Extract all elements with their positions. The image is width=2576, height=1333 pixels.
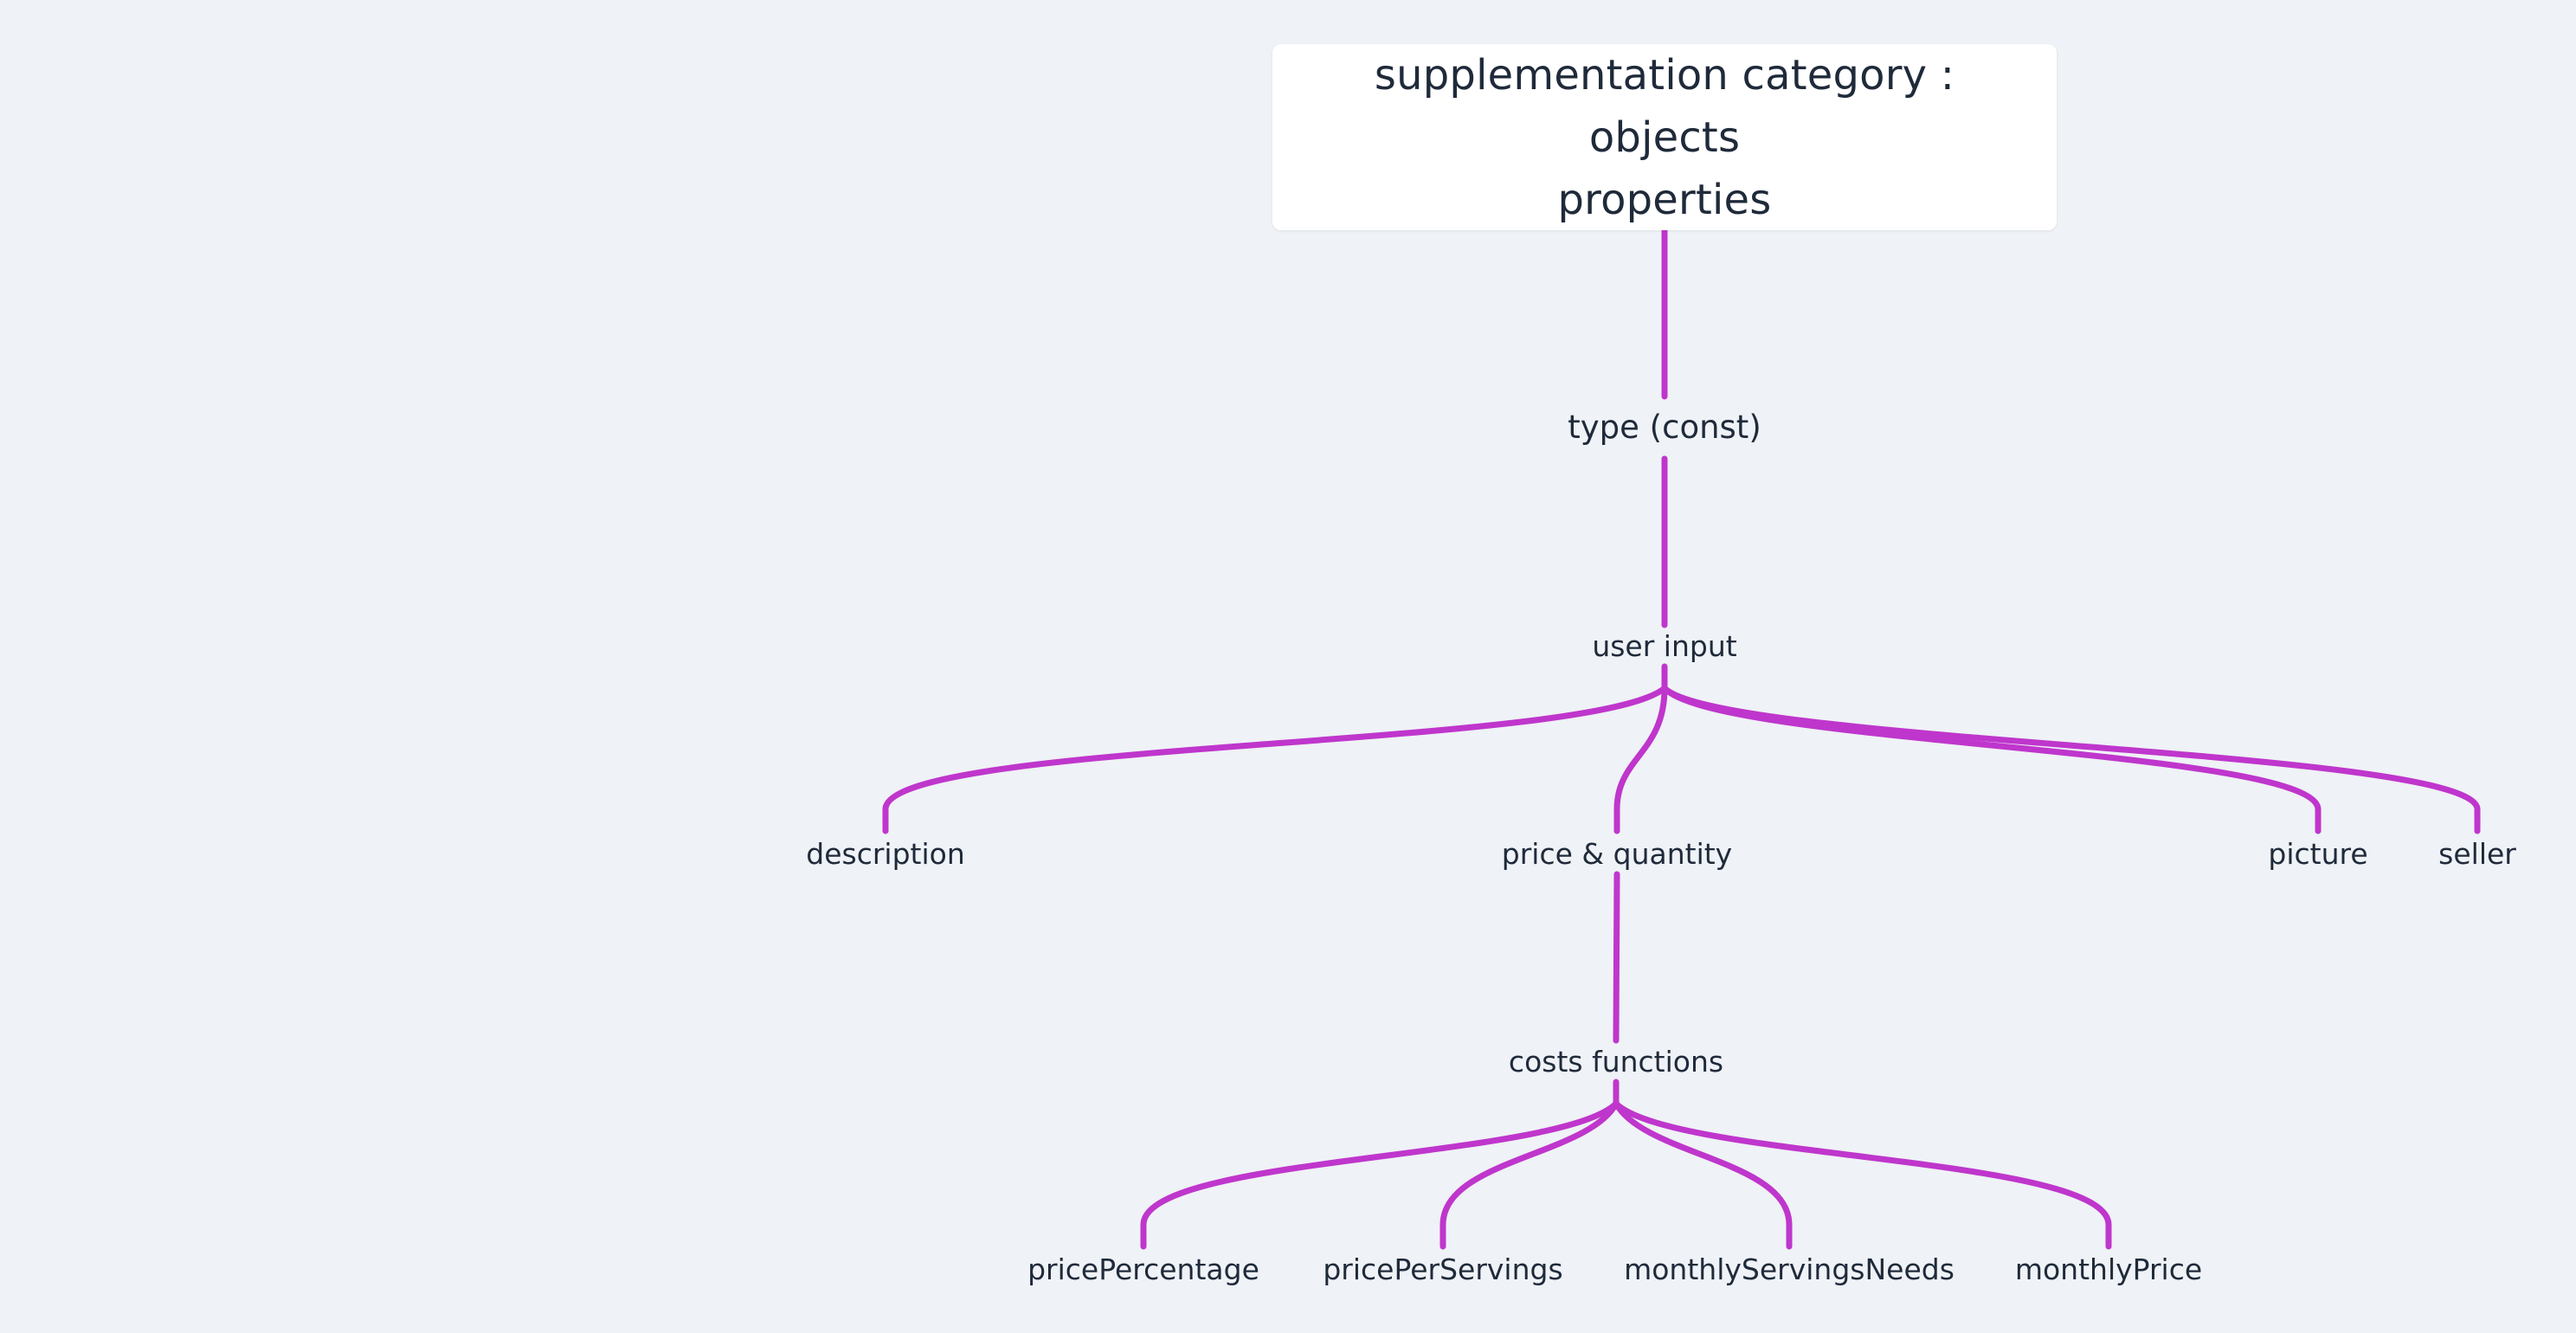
edge-costs-to-price-per-servings xyxy=(1439,1100,1620,1250)
node-picture[interactable]: picture xyxy=(2268,837,2368,871)
edge-costs-to-price-percentage xyxy=(1140,1100,1620,1250)
edge-user-input-to-description xyxy=(882,685,1668,834)
node-type-const[interactable]: type (const) xyxy=(1568,409,1761,446)
node-monthly-servings-needs[interactable]: monthlyServingsNeeds xyxy=(1624,1253,1955,1286)
node-monthly-price[interactable]: monthlyPrice xyxy=(2014,1253,2203,1286)
root-node[interactable]: supplementation category : objects prope… xyxy=(1272,44,2057,230)
node-user-input[interactable]: user input xyxy=(1592,629,1737,663)
root-label-line-2: properties xyxy=(1557,175,1772,224)
node-price-per-servings[interactable]: pricePerServings xyxy=(1323,1253,1563,1286)
edge-user-input-to-seller xyxy=(1661,685,2481,834)
root-label-line-1: supplementation category : objects xyxy=(1374,50,1955,162)
node-costs-functions[interactable]: costs functions xyxy=(1508,1045,1724,1079)
node-seller[interactable]: seller xyxy=(2438,837,2516,871)
edge-costs-to-monthly-servings-needs xyxy=(1613,1100,1793,1250)
edge-user-input-to-price-quantity xyxy=(1613,685,1668,834)
node-description[interactable]: description xyxy=(806,837,965,871)
node-price-quantity[interactable]: price & quantity xyxy=(1501,837,1733,871)
node-price-percentage[interactable]: pricePercentage xyxy=(1027,1253,1259,1286)
root-node-label: supplementation category : objects prope… xyxy=(1298,44,2031,231)
edge-price-quantity-to-costs xyxy=(1613,871,1620,1044)
edge-costs-to-monthly-price xyxy=(1613,1100,2112,1250)
